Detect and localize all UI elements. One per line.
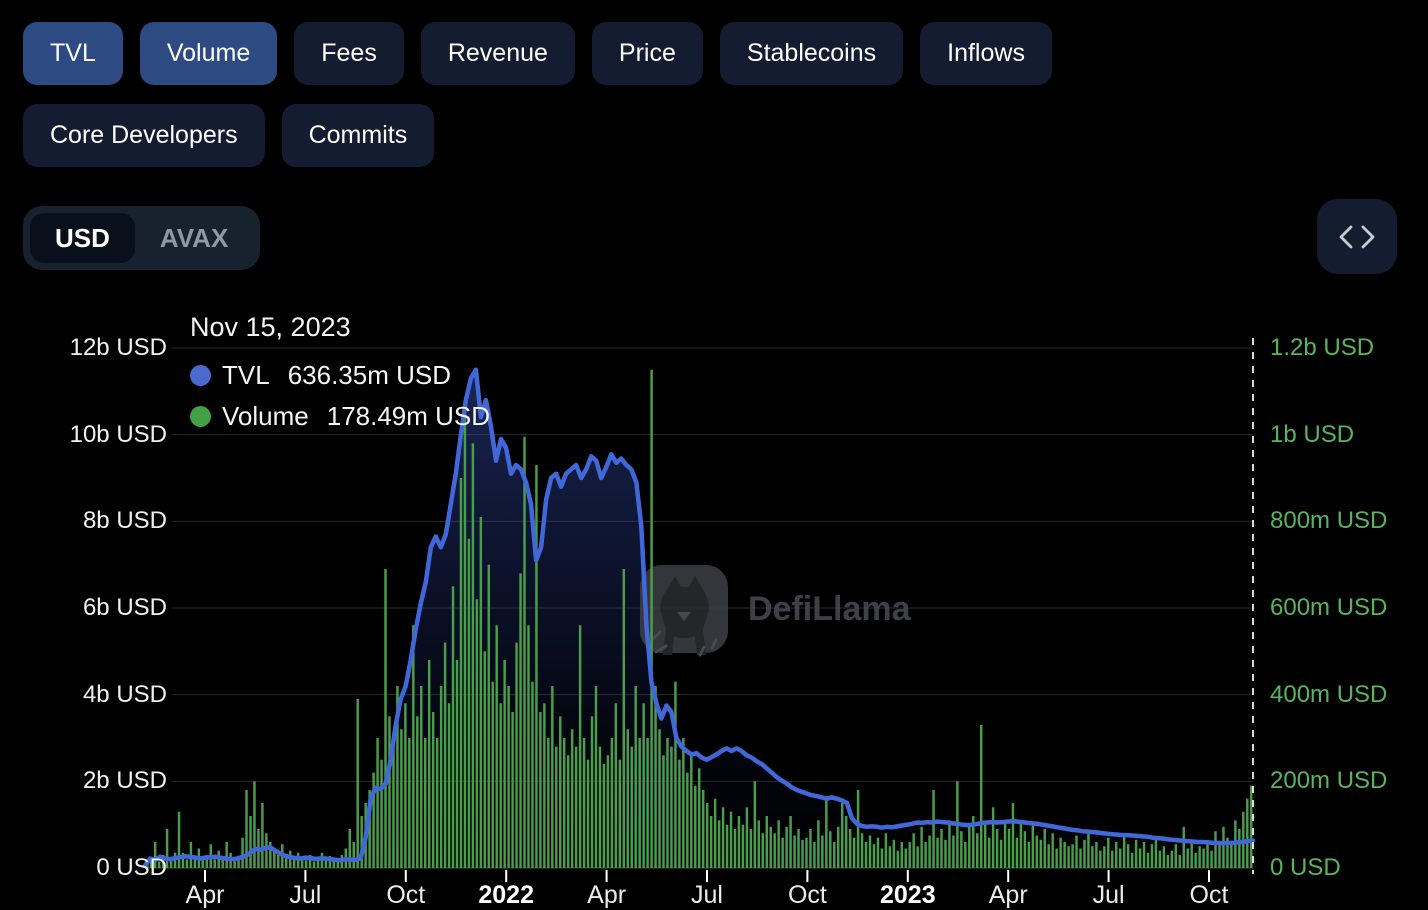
tab-price[interactable]: Price [591, 22, 703, 85]
x-axis-tick: Apr [185, 881, 225, 909]
currency-toggle: USD AVAX [23, 206, 261, 270]
tab-revenue[interactable]: Revenue [420, 22, 575, 85]
tooltip-date: Nov 15, 2023 [190, 312, 351, 342]
tooltip-row-tvl: TVL 636.35m USD [190, 355, 490, 396]
embed-code-button[interactable] [1317, 199, 1397, 274]
left-axis-tick: 6b USD [82, 594, 167, 621]
left-axis-tick: 8b USD [82, 507, 167, 535]
left-axis-tick: 4b USD [82, 680, 167, 708]
tooltip-series-value: 178.49m USD [326, 401, 491, 431]
tooltip-series-label: TVL [222, 360, 270, 390]
tab-core-developers[interactable]: Core Developers [23, 104, 265, 167]
tooltip-series-label: Volume [222, 401, 309, 431]
left-axis-tick: 2b USD [82, 767, 167, 795]
currency-option-usd[interactable]: USD [30, 213, 135, 263]
code-embed-icon [1339, 225, 1375, 248]
tab-tvl[interactable]: TVL [23, 22, 123, 85]
currency-option-avax[interactable]: AVAX [159, 222, 229, 253]
right-axis-tick: 600m USD [1270, 594, 1388, 621]
chart-type-tabs-row2: Core Developers Commits [23, 104, 435, 167]
tab-commits[interactable]: Commits [281, 104, 435, 167]
chart-tooltip: Nov 15, 2023 TVL 636.35m USD Volume 178.49m… [190, 312, 490, 437]
tvl-line [142, 367, 1256, 869]
tab-volume[interactable]: Volume [139, 22, 278, 85]
x-axis-tick: Jul [289, 881, 322, 909]
x-axis-tick: Apr [988, 881, 1028, 909]
left-axis-tick: 10b USD [69, 420, 167, 448]
x-axis-tick: Jul [691, 881, 723, 909]
x-axis-tick: Apr [587, 881, 627, 909]
tooltip-series-value: 636.35m USD [287, 360, 451, 390]
x-axis-tick: 2022 [478, 881, 534, 909]
right-axis-tick: 1b USD [1270, 420, 1355, 448]
right-axis-tick: 400m USD [1270, 680, 1388, 708]
right-axis-tick: 0 USD [1270, 854, 1341, 881]
right-axis-tick: 200m USD [1270, 767, 1388, 795]
svg-text:DefiLlama: DefiLlama [748, 590, 912, 628]
right-axis-tick: 1.2b USD [1270, 334, 1375, 361]
x-axis-tick: Oct [386, 881, 426, 909]
left-axis-tick: 0 USD [96, 854, 167, 881]
chart-type-tabs-row1: TVL Volume Fees Revenue Price Stablecoins Infl… [23, 22, 1052, 85]
tab-inflows[interactable]: Inflows [920, 22, 1052, 85]
left-axis-tick: 12b USD [69, 334, 167, 361]
volume-bars [146, 369, 1253, 868]
x-axis-tick: Oct [1189, 881, 1229, 909]
series-dot-icon [190, 406, 211, 427]
x-axis-tick: 2023 [879, 881, 936, 909]
defillama-watermark: DefiLlama [640, 565, 912, 657]
tab-fees[interactable]: Fees [294, 22, 404, 85]
right-axis-tick: 800m USD [1270, 507, 1388, 535]
series-dot-icon [190, 365, 211, 386]
tooltip-row-volume: Volume 178.49m USD [190, 396, 490, 437]
x-axis-tick: Jul [1092, 881, 1125, 909]
x-axis-tick: Oct [787, 881, 827, 909]
tab-stablecoins[interactable]: Stablecoins [719, 22, 904, 85]
